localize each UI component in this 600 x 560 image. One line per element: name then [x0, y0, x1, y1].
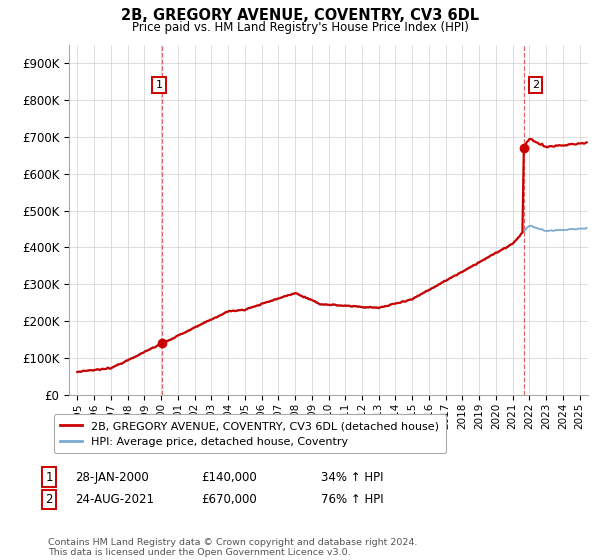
- Text: 34% ↑ HPI: 34% ↑ HPI: [321, 470, 383, 484]
- Text: 2: 2: [46, 493, 53, 506]
- Text: £140,000: £140,000: [201, 470, 257, 484]
- Text: 2B, GREGORY AVENUE, COVENTRY, CV3 6DL: 2B, GREGORY AVENUE, COVENTRY, CV3 6DL: [121, 8, 479, 24]
- Text: £670,000: £670,000: [201, 493, 257, 506]
- Text: 1: 1: [46, 470, 53, 484]
- Text: 24-AUG-2021: 24-AUG-2021: [75, 493, 154, 506]
- Text: Price paid vs. HM Land Registry's House Price Index (HPI): Price paid vs. HM Land Registry's House …: [131, 21, 469, 34]
- Text: 2: 2: [532, 80, 539, 90]
- Text: Contains HM Land Registry data © Crown copyright and database right 2024.
This d: Contains HM Land Registry data © Crown c…: [48, 538, 418, 557]
- Text: 76% ↑ HPI: 76% ↑ HPI: [321, 493, 383, 506]
- Text: 28-JAN-2000: 28-JAN-2000: [75, 470, 149, 484]
- Text: 1: 1: [155, 80, 163, 90]
- Legend: 2B, GREGORY AVENUE, COVENTRY, CV3 6DL (detached house), HPI: Average price, deta: 2B, GREGORY AVENUE, COVENTRY, CV3 6DL (d…: [53, 414, 446, 453]
